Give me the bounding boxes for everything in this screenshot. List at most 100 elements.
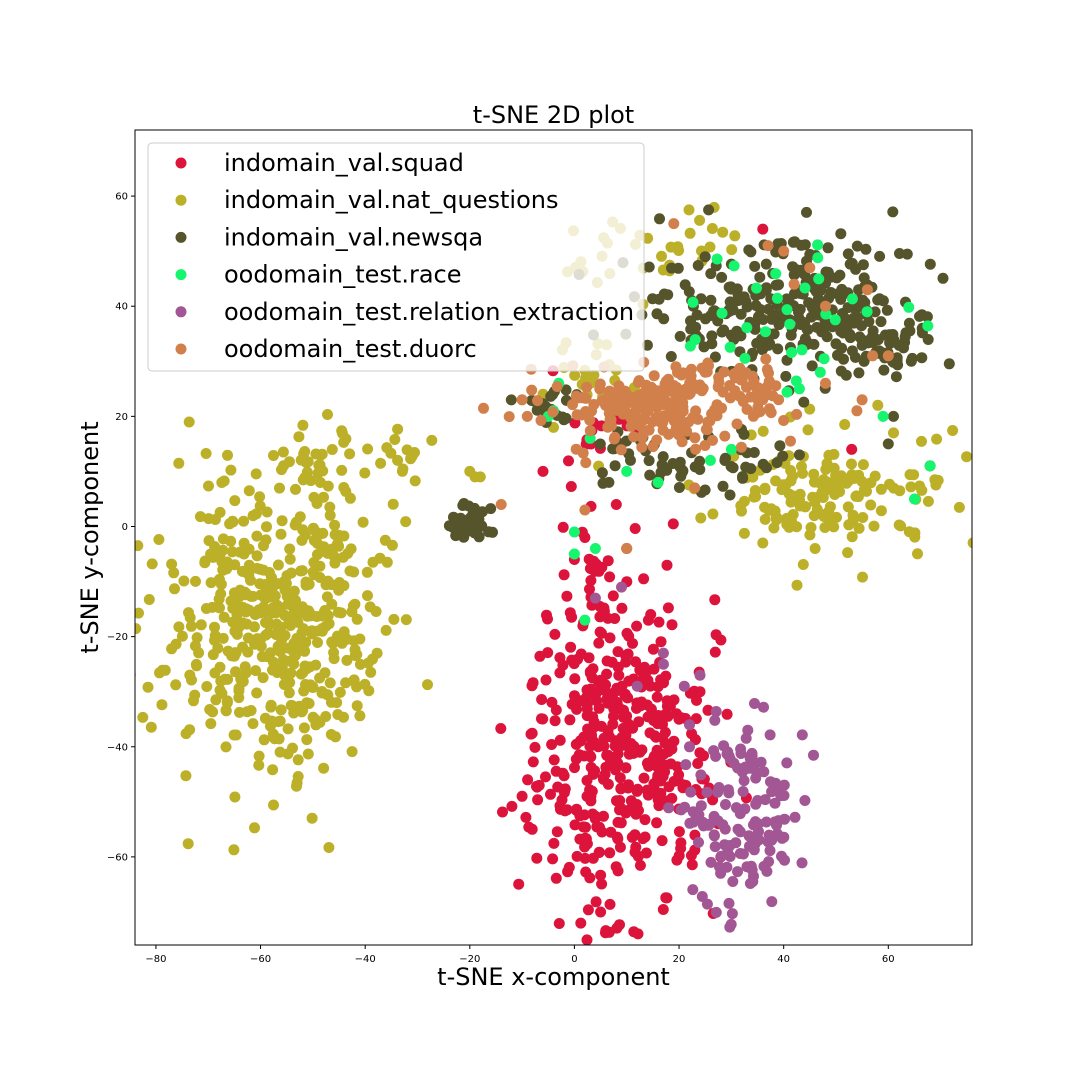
scatter-point bbox=[166, 558, 178, 570]
scatter-point bbox=[849, 351, 861, 363]
scatter-point bbox=[549, 715, 561, 727]
scatter-point bbox=[532, 794, 544, 806]
scatter-point bbox=[610, 499, 622, 510]
scatter-point bbox=[330, 731, 341, 743]
scatter-point bbox=[655, 466, 667, 478]
scatter-point bbox=[793, 306, 804, 318]
scatter-point bbox=[672, 367, 683, 378]
scatter-point bbox=[604, 571, 616, 583]
x-tick-label: 0 bbox=[571, 954, 577, 965]
scatter-point bbox=[351, 681, 363, 693]
scatter-point bbox=[922, 320, 934, 332]
scatter-point bbox=[251, 687, 263, 699]
y-tick-label: −20 bbox=[107, 632, 128, 643]
scatter-point bbox=[761, 462, 772, 474]
scatter-point bbox=[776, 850, 787, 862]
scatter-point bbox=[534, 650, 546, 662]
y-tick-label: −60 bbox=[107, 852, 128, 863]
scatter-point bbox=[231, 628, 243, 640]
scatter-point bbox=[554, 734, 566, 746]
scatter-point bbox=[778, 790, 790, 801]
scatter-point bbox=[861, 306, 873, 318]
scatter-point bbox=[831, 474, 843, 486]
scatter-point bbox=[632, 928, 644, 940]
scatter-point bbox=[905, 481, 917, 493]
scatter-point bbox=[275, 704, 287, 716]
scatter-point bbox=[740, 461, 752, 473]
scatter-point bbox=[209, 621, 220, 633]
scatter-point bbox=[719, 839, 731, 851]
scatter-point bbox=[450, 530, 462, 542]
scatter-point bbox=[207, 706, 219, 718]
scatter-point bbox=[831, 272, 843, 284]
scatter-point bbox=[229, 495, 241, 507]
scatter-point bbox=[583, 652, 595, 664]
scatter-point bbox=[545, 788, 556, 800]
scatter-point bbox=[661, 559, 673, 571]
scatter-point bbox=[557, 767, 569, 779]
scatter-point bbox=[762, 240, 774, 252]
scatter-point bbox=[766, 786, 778, 798]
scatter-point bbox=[872, 294, 884, 306]
scatter-point bbox=[875, 483, 887, 495]
scatter-point bbox=[570, 443, 582, 455]
scatter-point bbox=[824, 501, 836, 513]
scatter-point bbox=[760, 258, 772, 270]
scatter-point bbox=[747, 876, 759, 887]
scatter-point bbox=[657, 658, 669, 670]
scatter-point bbox=[749, 260, 761, 272]
scatter-point bbox=[324, 677, 336, 689]
scatter-point bbox=[259, 712, 271, 724]
scatter-point bbox=[505, 394, 517, 406]
scatter-point bbox=[245, 705, 257, 716]
scatter-point bbox=[614, 772, 626, 784]
x-tick-label: −20 bbox=[459, 954, 480, 965]
scatter-point bbox=[297, 705, 309, 716]
scatter-point bbox=[814, 477, 825, 489]
scatter-point bbox=[812, 252, 824, 264]
scatter-point bbox=[812, 239, 824, 251]
scatter-point bbox=[570, 753, 582, 765]
scatter-point bbox=[392, 454, 404, 466]
scatter-point bbox=[594, 611, 606, 623]
scatter-point bbox=[718, 366, 730, 378]
scatter-point bbox=[593, 637, 605, 649]
scatter-point bbox=[787, 236, 799, 248]
scatter-point bbox=[495, 499, 507, 510]
y-tick-label: 40 bbox=[115, 302, 128, 313]
scatter-point bbox=[689, 432, 701, 444]
scatter-point bbox=[307, 522, 319, 534]
scatter-point bbox=[695, 800, 707, 812]
scatter-point bbox=[308, 535, 320, 546]
scatter-point bbox=[240, 587, 252, 599]
scatter-point bbox=[757, 223, 769, 235]
scatter-point bbox=[770, 511, 782, 523]
scatter-point bbox=[209, 514, 221, 525]
scatter-point bbox=[770, 268, 782, 280]
scatter-point bbox=[724, 489, 736, 501]
scatter-point bbox=[605, 826, 617, 838]
scatter-point bbox=[614, 841, 626, 853]
scatter-point bbox=[730, 837, 742, 849]
scatter-point bbox=[560, 384, 572, 396]
scatter-point bbox=[640, 847, 652, 859]
legend: indomain_val.squad indomain_val.nat_quest… bbox=[147, 142, 645, 372]
legend-label: oodomain_test.relation_extraction bbox=[224, 298, 634, 326]
scatter-point bbox=[796, 344, 808, 356]
scatter-point bbox=[581, 934, 593, 945]
scatter-point bbox=[566, 698, 578, 710]
scatter-point bbox=[874, 250, 886, 262]
scatter-point bbox=[814, 366, 826, 378]
scatter-point bbox=[279, 668, 290, 680]
scatter-point bbox=[584, 583, 595, 595]
scatter-point bbox=[170, 679, 182, 691]
scatter-point bbox=[250, 468, 262, 480]
scatter-point bbox=[752, 382, 764, 394]
scatter-point bbox=[558, 414, 570, 426]
scatter-point bbox=[684, 719, 695, 731]
scatter-point bbox=[173, 621, 185, 633]
legend-label: indomain_val.nat_questions bbox=[224, 186, 559, 214]
scatter-point bbox=[375, 457, 387, 469]
scatter-point bbox=[666, 619, 678, 631]
scatter-point bbox=[354, 710, 366, 722]
